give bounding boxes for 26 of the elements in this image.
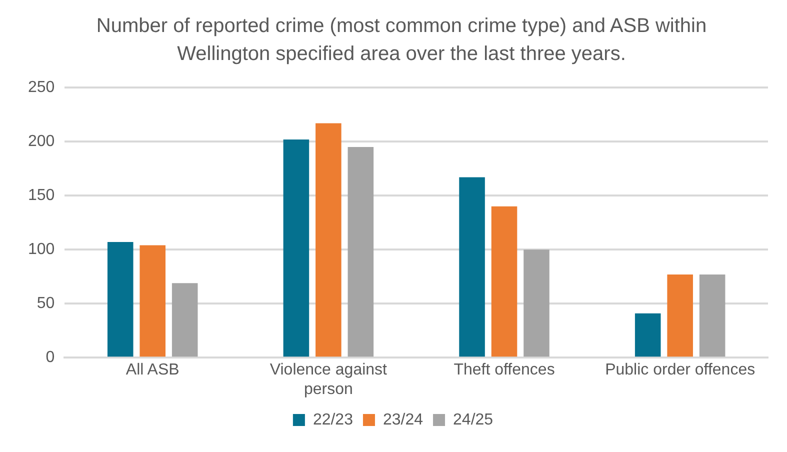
bar <box>283 139 310 357</box>
bar <box>107 242 134 357</box>
x-tick-label: Violence against person <box>270 362 388 398</box>
y-tick-label: 150 <box>28 187 55 204</box>
x-tick-label: All ASB <box>126 362 180 379</box>
y-tick-label: 100 <box>28 241 55 258</box>
bar <box>140 245 166 357</box>
bar <box>634 313 661 357</box>
y-tick-label: 250 <box>28 79 55 96</box>
y-tick-label: 0 <box>46 349 55 366</box>
bar <box>459 177 485 357</box>
bar <box>667 274 693 357</box>
legend-label: 22/23 <box>312 411 354 428</box>
legend-label: 24/25 <box>453 411 494 428</box>
chart-title: Number of reported crime (most common crime type) and ASB within Wellington specified area over the last three years. <box>95 14 708 67</box>
legend-label: 23/24 <box>382 411 424 428</box>
y-tick-label: 50 <box>36 295 55 312</box>
bar <box>348 147 374 357</box>
x-tick-label: Theft offences <box>454 362 555 379</box>
x-tick-label: Public order offences <box>605 362 756 379</box>
bar <box>316 123 342 357</box>
bar <box>491 206 518 357</box>
y-tick-label: 200 <box>28 133 55 150</box>
bar <box>524 250 550 357</box>
bar <box>172 283 198 357</box>
bar <box>699 274 726 357</box>
